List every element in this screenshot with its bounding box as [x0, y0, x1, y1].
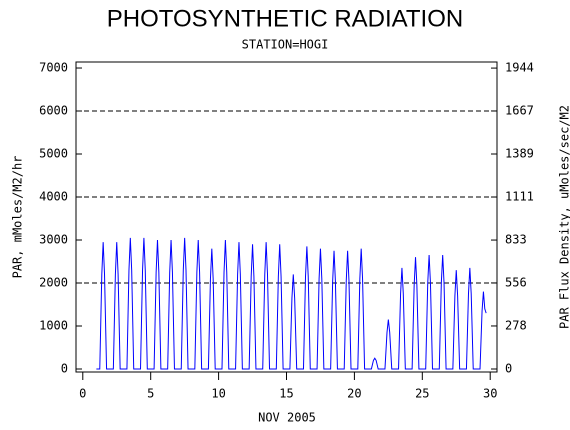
x-tick-label: 10 [211, 387, 225, 401]
chart-title: PHOTOSYNTHETIC RADIATION [107, 5, 463, 32]
data-line [96, 237, 487, 370]
y-axis-label: PAR, mMoles/M2/hr [11, 156, 25, 279]
chart-subtitle: STATION=HOGI [242, 38, 329, 52]
y2-tick-label: 1389 [505, 146, 534, 160]
y-tick-label: 3000 [39, 233, 68, 247]
x-axis-label: NOV 2005 [258, 411, 316, 425]
y2-tick-label: 556 [505, 275, 527, 289]
x-tick-label: 0 [79, 387, 86, 401]
y-tick-label: 1000 [39, 318, 68, 332]
y-tick-label: 7000 [39, 61, 68, 75]
y2-tick-label: 1111 [505, 190, 534, 204]
y2-tick-label: 278 [505, 318, 527, 332]
x-tick-label: 25 [415, 387, 429, 401]
x-tick-label: 5 [147, 387, 154, 401]
y-tick-label: 6000 [39, 104, 68, 118]
y2-axis-label: PAR Flux Density, uMoles/sec/M2 [558, 105, 570, 329]
y2-tick-label: 0 [505, 361, 512, 375]
y2-tick-label: 1944 [505, 61, 534, 75]
y2-tick-label: 1667 [505, 103, 534, 117]
y-tick-label: 0 [61, 361, 68, 375]
y-tick-label: 2000 [39, 275, 68, 289]
y-tick-label: 5000 [39, 147, 68, 161]
y2-tick-label: 833 [505, 233, 527, 247]
x-tick-label: 30 [483, 387, 497, 401]
y-tick-label: 4000 [39, 190, 68, 204]
plot-frame [75, 61, 498, 373]
x-tick-label: 20 [347, 387, 361, 401]
x-tick-label: 15 [279, 387, 293, 401]
